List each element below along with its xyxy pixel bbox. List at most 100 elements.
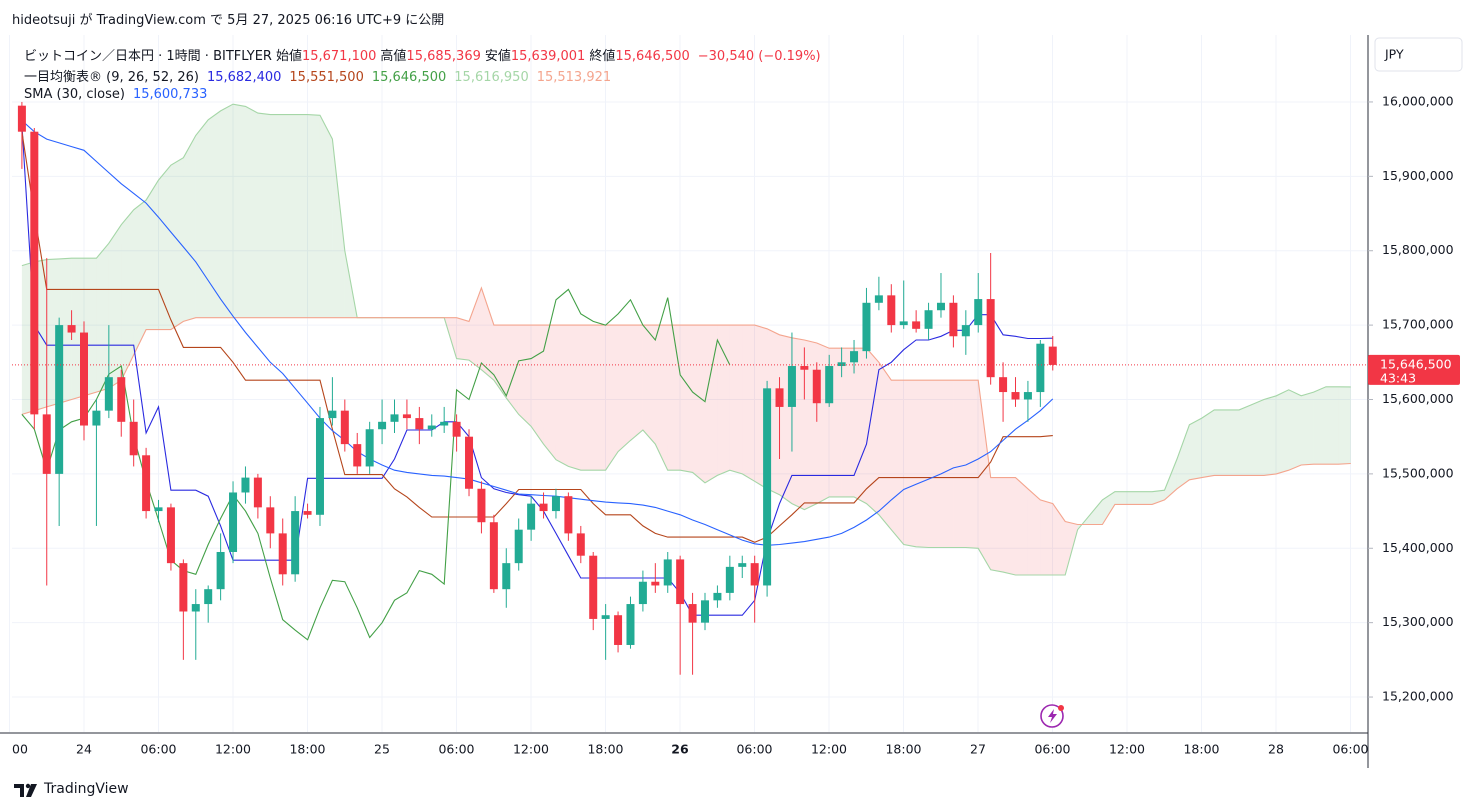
candle-body bbox=[191, 604, 200, 612]
cloud-segment bbox=[307, 114, 320, 318]
ohlc-name: 始値 bbox=[275, 49, 302, 64]
candle-body bbox=[378, 421, 387, 430]
x-tick-label: 18:00 bbox=[289, 742, 325, 757]
x-tick-label: 18:00 bbox=[1183, 742, 1219, 757]
cloud-segment bbox=[1276, 389, 1289, 474]
candle-body bbox=[353, 444, 362, 467]
x-tick-label: 25 bbox=[374, 742, 390, 757]
candle-body bbox=[328, 410, 337, 419]
candle-body bbox=[527, 503, 536, 530]
cloud-segment bbox=[1313, 386, 1326, 465]
cloud-segment bbox=[1301, 392, 1314, 465]
cloud-segment bbox=[96, 243, 109, 393]
x-tick-label: 18:00 bbox=[587, 742, 623, 757]
x-tick-label: 18:00 bbox=[885, 742, 921, 757]
x-tick-label: 06:00 bbox=[1034, 742, 1070, 757]
x-tick-label: 06:00 bbox=[1332, 742, 1368, 757]
cloud-segment bbox=[493, 325, 507, 399]
cloud-segment bbox=[531, 325, 544, 445]
x-tick-label: 06:00 bbox=[438, 742, 474, 757]
cloud-segment bbox=[295, 114, 308, 318]
cloud-segment bbox=[555, 325, 569, 467]
currency-label[interactable]: JPY bbox=[1384, 47, 1404, 62]
candle-body bbox=[465, 436, 474, 489]
candle-body bbox=[154, 507, 163, 512]
cloud-segment bbox=[717, 325, 730, 476]
candle-body bbox=[614, 615, 623, 645]
cloud-segment bbox=[630, 325, 643, 441]
ohlc-value: 15,685,369 bbox=[406, 49, 481, 64]
cloud-segment bbox=[506, 325, 519, 415]
legend-symbol: ビットコイン／日本円 · 1時間 · BITFLYER 始値15,671,100 高… bbox=[24, 45, 821, 64]
candle-body bbox=[812, 369, 821, 404]
candle-body bbox=[564, 496, 573, 534]
price-tag-label: 15,646,500 bbox=[1380, 356, 1452, 371]
candle-body bbox=[42, 414, 51, 474]
cloud-segment bbox=[1263, 395, 1277, 476]
candle-body bbox=[166, 507, 175, 564]
candle-body bbox=[17, 105, 26, 132]
y-tick-label: 15,500,000 bbox=[1382, 465, 1454, 480]
candle-body bbox=[837, 362, 846, 367]
cloud-segment bbox=[940, 380, 954, 548]
candle-body bbox=[55, 325, 64, 474]
indicator-value: 15,513,921 bbox=[536, 70, 612, 85]
candle-body bbox=[725, 566, 734, 593]
span-line bbox=[21, 103, 1351, 576]
candle-body bbox=[750, 563, 759, 586]
indicator-line bbox=[21, 131, 1053, 543]
currency-box[interactable] bbox=[1374, 37, 1463, 72]
candle-body bbox=[452, 421, 461, 437]
cloud-segment bbox=[220, 104, 234, 318]
cloud-segment bbox=[593, 325, 606, 471]
candle-body bbox=[713, 592, 722, 601]
cloud-segment bbox=[953, 380, 966, 548]
change-value: −30,540 (−0.19%) bbox=[697, 49, 821, 64]
candle-body bbox=[589, 555, 598, 619]
x-tick-label: 12:00 bbox=[811, 742, 847, 757]
cloud-segment bbox=[568, 325, 581, 471]
cloud-segment bbox=[965, 380, 979, 549]
cloud-segment bbox=[1326, 386, 1339, 465]
cloud-segment bbox=[1189, 418, 1202, 480]
candle-body bbox=[638, 581, 647, 605]
cloud-segment bbox=[469, 287, 482, 370]
candle-body bbox=[390, 414, 399, 422]
candle-body bbox=[415, 418, 424, 430]
candle-body bbox=[800, 366, 809, 370]
candle-body bbox=[539, 503, 548, 512]
candle-body bbox=[117, 377, 126, 422]
ohlc-name: 高値 bbox=[380, 49, 407, 64]
candle-body bbox=[253, 477, 262, 508]
candle-body bbox=[961, 325, 970, 337]
span-line bbox=[21, 286, 1351, 526]
cloud-segment bbox=[456, 317, 470, 361]
indicator-value: 15,600,733 bbox=[132, 87, 208, 102]
cloud-segment bbox=[481, 287, 494, 381]
y-tick-label: 15,300,000 bbox=[1382, 614, 1454, 629]
cloud-segment bbox=[195, 119, 209, 318]
cloud-segment bbox=[257, 113, 271, 318]
cloud-segment bbox=[158, 165, 171, 330]
cloud-segment bbox=[282, 114, 296, 318]
x-tick-label: 00 bbox=[12, 742, 28, 757]
candle-body bbox=[216, 551, 225, 590]
y-tick-label: 15,200,000 bbox=[1382, 689, 1454, 704]
candle-body bbox=[899, 321, 908, 326]
candle-body bbox=[551, 496, 560, 512]
legend-sma: SMA (30, close) 15,600,733 bbox=[24, 87, 207, 102]
candle-body bbox=[936, 302, 945, 311]
candle-body bbox=[775, 388, 784, 407]
cloud-segment bbox=[1338, 386, 1351, 465]
ohlc-name: 安値 bbox=[484, 49, 511, 64]
cloud-segment bbox=[1226, 409, 1240, 476]
candle-body bbox=[825, 366, 834, 404]
cloud-segment bbox=[1052, 503, 1066, 576]
candle-body bbox=[1048, 346, 1057, 365]
cloud-segment bbox=[1288, 389, 1302, 471]
cloud-segment bbox=[916, 380, 929, 548]
ohlc-value: 15,639,001 bbox=[510, 49, 586, 64]
cloud-segment bbox=[543, 325, 556, 460]
cloud-segment bbox=[1040, 499, 1053, 576]
